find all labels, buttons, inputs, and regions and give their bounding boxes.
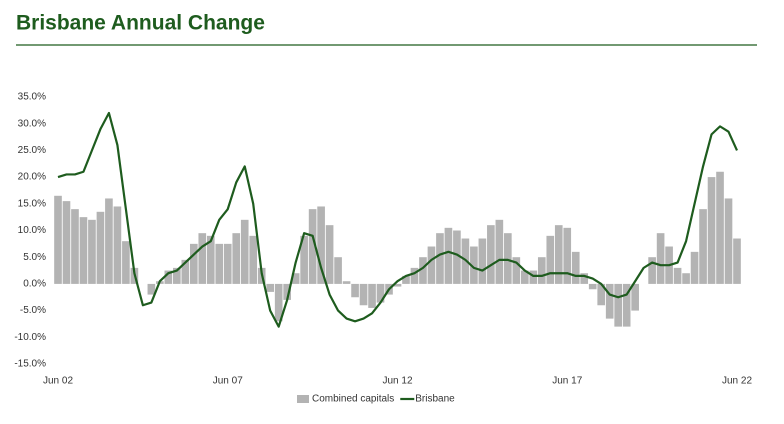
y-tick-label: 10.0% <box>18 225 46 236</box>
bar <box>699 209 707 284</box>
bar <box>274 283 283 322</box>
bar <box>79 217 88 284</box>
y-tick-label: 20.0% <box>18 172 46 183</box>
legend-label: Brisbane <box>415 394 455 405</box>
line <box>57 111 739 328</box>
bar <box>614 283 622 327</box>
bar <box>520 270 529 284</box>
bar <box>554 225 563 284</box>
bar <box>300 235 308 284</box>
y-tick-label: 30.0% <box>18 118 46 129</box>
bar <box>113 206 122 284</box>
bar <box>206 235 215 284</box>
bar <box>673 267 682 284</box>
bar <box>368 283 376 308</box>
bar <box>122 241 130 284</box>
bar <box>359 283 368 306</box>
bar <box>495 219 504 284</box>
bar <box>198 233 207 284</box>
bar <box>470 246 478 284</box>
bar <box>240 219 249 284</box>
bar <box>189 243 198 284</box>
bar <box>376 283 385 303</box>
bar <box>325 225 334 284</box>
bar <box>571 251 580 284</box>
bar <box>71 209 79 284</box>
bar <box>419 257 427 284</box>
bar <box>308 209 317 284</box>
bar <box>291 273 300 284</box>
bar <box>690 251 699 284</box>
bar <box>232 233 241 284</box>
bar <box>351 283 359 298</box>
bar <box>580 273 589 284</box>
bar <box>249 235 258 284</box>
bar <box>588 283 597 290</box>
y-tick-label: 15.0% <box>18 198 46 209</box>
chart-title: Brisbane Annual Change <box>16 12 265 35</box>
bar <box>62 201 71 284</box>
bar <box>597 283 606 306</box>
y-tick-label: 25.0% <box>18 145 46 156</box>
bar <box>478 238 487 284</box>
bar <box>444 227 453 284</box>
bar <box>427 246 436 284</box>
bar <box>393 283 402 287</box>
bar <box>283 283 291 300</box>
bar <box>147 283 156 295</box>
y-tick-label: 35.0% <box>18 92 46 103</box>
bar <box>707 177 716 284</box>
bar <box>215 243 224 284</box>
bar <box>631 283 639 311</box>
legend-swatch <box>297 395 309 403</box>
y-tick-label: -15.0% <box>14 359 46 370</box>
bar <box>334 257 342 284</box>
bar <box>453 230 461 284</box>
y-tick-label: 0.0% <box>23 279 46 290</box>
x-tick-label: Jun 22 <box>722 376 752 387</box>
bar <box>54 195 62 284</box>
bar <box>317 206 325 284</box>
bar <box>512 257 521 284</box>
bar <box>266 283 275 292</box>
y-tick-label: -10.0% <box>14 332 46 343</box>
y-tick-label: -5.0% <box>20 305 46 316</box>
bar <box>682 273 690 284</box>
bar <box>724 198 733 284</box>
bar <box>648 257 656 284</box>
bar <box>96 211 105 284</box>
bar <box>342 281 351 284</box>
bar <box>656 233 665 284</box>
x-tick-label: Jun 02 <box>43 376 73 387</box>
bar <box>537 257 546 284</box>
bar <box>529 270 538 284</box>
bar <box>164 270 173 284</box>
bar <box>223 243 232 284</box>
legend-label: Combined capitals <box>312 394 394 405</box>
bar <box>622 283 631 327</box>
bar <box>546 235 555 284</box>
bar <box>105 198 113 284</box>
bar <box>173 267 181 284</box>
x-tick-label: Jun 07 <box>213 376 243 387</box>
bar <box>716 171 724 284</box>
bar <box>487 225 495 284</box>
bar <box>605 283 614 319</box>
bar <box>402 275 410 284</box>
bar <box>181 259 190 284</box>
bar <box>733 238 741 284</box>
x-tick-label: Jun 17 <box>552 376 582 387</box>
y-tick-label: 5.0% <box>23 252 46 263</box>
bar <box>563 227 572 284</box>
bar <box>88 219 96 284</box>
x-tick-label: Jun 12 <box>382 376 412 387</box>
bar <box>504 233 512 284</box>
bar <box>410 267 419 284</box>
bar <box>436 233 444 284</box>
